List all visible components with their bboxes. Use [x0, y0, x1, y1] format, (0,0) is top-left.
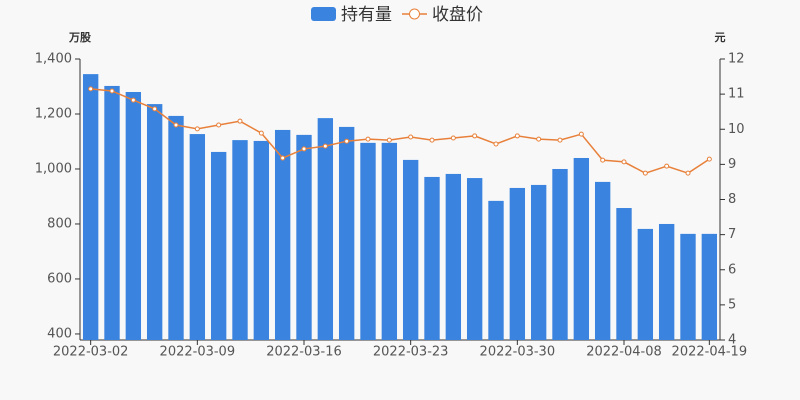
bar: [658, 223, 675, 340]
y2-tick-label: 8: [728, 192, 736, 207]
y-axis-label: 万股: [68, 31, 92, 44]
bar: [680, 233, 696, 340]
point-marker: [408, 134, 414, 140]
x-tick-label: 2022-03-09: [160, 345, 236, 360]
bar: [488, 200, 504, 340]
point-marker: [557, 137, 563, 143]
x-tick-label: 2022-03-30: [480, 345, 556, 360]
bar: [274, 129, 291, 340]
point-marker: [621, 159, 627, 165]
y2-tick-label: 5: [728, 297, 736, 312]
point-marker: [706, 156, 712, 162]
y-tick-label: 1,400: [35, 52, 72, 67]
legend-swatch: [311, 7, 336, 21]
bar: [509, 187, 526, 340]
point-marker: [130, 97, 136, 103]
bar: [466, 178, 483, 340]
bar: [296, 134, 312, 340]
point-marker: [322, 143, 328, 149]
x-tick-label: 2022-04-19: [672, 345, 748, 360]
point-marker: [493, 141, 499, 147]
point-marker: [258, 130, 264, 136]
y2-tick-label: 10: [728, 122, 745, 137]
bar: [146, 104, 163, 340]
bar: [317, 118, 334, 341]
bar: [637, 228, 654, 340]
bar: [104, 85, 120, 340]
point-marker: [301, 146, 307, 152]
bar: [125, 91, 142, 340]
y2-tick-label: 4: [728, 333, 736, 348]
point-marker: [280, 155, 286, 161]
bar: [573, 157, 590, 340]
legend-label: 持有量: [341, 5, 392, 25]
point-marker: [344, 138, 350, 144]
y-tick-label: 1,000: [35, 161, 72, 176]
point-marker: [600, 157, 606, 163]
point-marker: [429, 137, 435, 143]
point-marker: [578, 131, 584, 137]
bar: [552, 168, 568, 340]
point-marker: [173, 122, 179, 128]
bar: [210, 151, 227, 340]
x-tick-label: 2022-04-08: [586, 345, 662, 360]
point-marker: [88, 86, 94, 92]
y-tick-label: 1,200: [35, 106, 72, 121]
point-marker: [216, 122, 222, 128]
y2-tick-label: 11: [728, 87, 745, 102]
bar: [701, 233, 718, 340]
bar: [594, 181, 611, 340]
point-marker: [365, 136, 371, 142]
point-marker: [642, 170, 648, 176]
bar: [381, 142, 398, 340]
legend-label: 收盘价: [432, 5, 483, 25]
y2-tick-label: 6: [728, 262, 736, 277]
y-tick-label: 600: [47, 271, 72, 286]
bar: [445, 173, 462, 340]
point-marker: [109, 88, 115, 94]
bar: [168, 115, 184, 340]
y-tick-label: 800: [47, 216, 72, 231]
point-marker: [450, 135, 456, 141]
y2-tick-label: 9: [728, 157, 736, 172]
point-marker: [194, 126, 200, 132]
point-marker: [536, 136, 542, 142]
bar: [402, 159, 419, 340]
point-marker: [386, 137, 392, 143]
y2-axis-label: 元: [715, 31, 726, 44]
bar: [338, 126, 355, 340]
y2-tick-label: 7: [728, 227, 736, 242]
bar: [530, 184, 547, 340]
y-tick-label: 400: [47, 326, 72, 341]
bar: [232, 140, 248, 340]
point-marker: [664, 163, 670, 169]
bar: [82, 74, 99, 340]
x-tick-label: 2022-03-02: [53, 345, 129, 360]
y2-tick-label: 12: [728, 52, 745, 67]
point-marker: [514, 133, 520, 139]
bar: [424, 176, 440, 340]
point-marker: [152, 106, 158, 112]
x-tick-label: 2022-03-23: [373, 345, 449, 360]
point-marker: [237, 118, 243, 124]
bar: [189, 134, 206, 340]
bar: [253, 140, 270, 340]
bar: [616, 208, 632, 340]
legend-swatch: [409, 8, 420, 20]
point-marker: [685, 170, 691, 176]
point-marker: [472, 133, 478, 139]
x-tick-label: 2022-03-16: [266, 345, 342, 360]
line: [90, 88, 710, 174]
bar: [360, 142, 376, 340]
